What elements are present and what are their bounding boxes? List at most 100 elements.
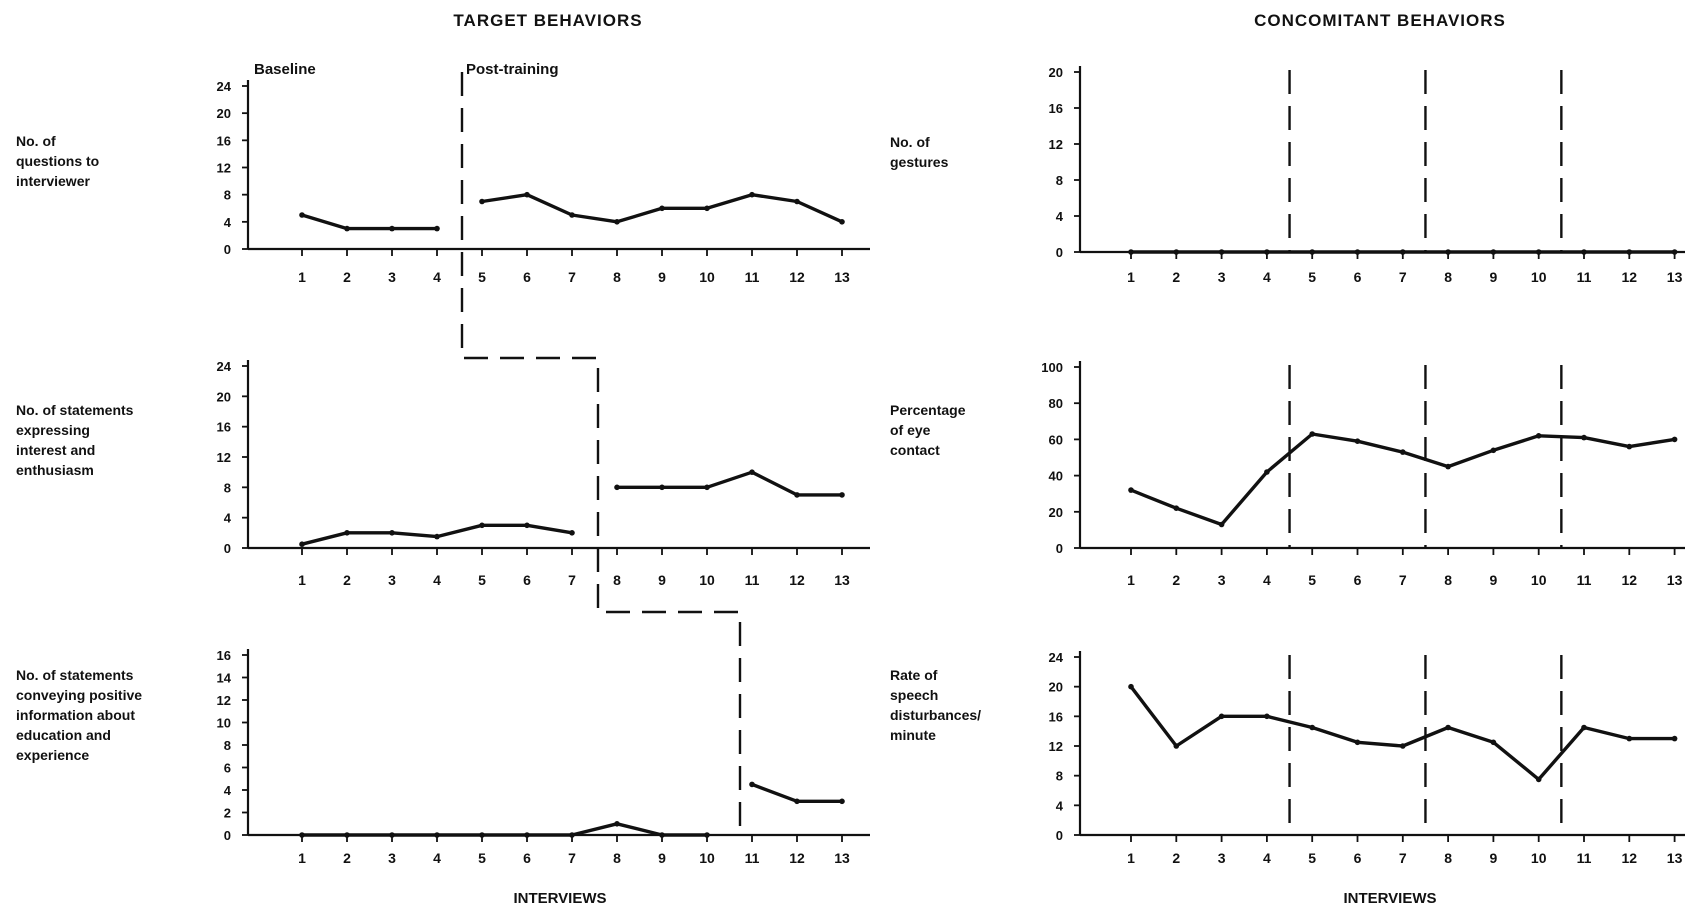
data-point	[1535, 249, 1542, 255]
x-tick-label: 1	[1127, 572, 1135, 588]
y-tick-label: 16	[217, 420, 231, 435]
x-tick-label: 3	[388, 269, 396, 285]
x-tick-label: 11	[1577, 850, 1592, 866]
data-point	[794, 798, 800, 805]
y-axis-label-line: contact	[890, 442, 940, 458]
panel-speech-disturbances: Rate ofspeechdisturbances/minute04812162…	[890, 650, 1685, 907]
y-tick-label: 16	[1049, 709, 1063, 724]
y-axis-label-line: conveying positive	[16, 687, 142, 703]
data-point	[614, 821, 620, 827]
x-tick-label: 7	[1399, 269, 1407, 285]
data-point	[659, 205, 665, 212]
x-tick-label: 10	[699, 850, 715, 866]
data-point	[1309, 431, 1315, 437]
y-axis-label-line: enthusiasm	[16, 462, 94, 478]
data-point	[1671, 735, 1678, 742]
x-tick-label: 9	[1490, 850, 1498, 866]
data-point	[389, 832, 395, 838]
data-point	[1264, 249, 1270, 255]
data-point	[524, 832, 530, 838]
x-tick-label: 1	[1127, 850, 1135, 866]
x-tick-label: 5	[1308, 850, 1316, 866]
data-point	[1535, 776, 1542, 783]
y-axis-label-line: gestures	[890, 154, 949, 170]
data-point	[1445, 249, 1451, 255]
x-tick-label: 7	[1399, 850, 1407, 866]
y-tick-label: 100	[1041, 360, 1063, 375]
x-tick-label: 5	[478, 850, 486, 866]
x-tick-label: 2	[1172, 850, 1180, 866]
y-tick-label: 16	[217, 648, 231, 663]
y-axis-label-line: disturbances/	[890, 707, 981, 723]
x-tick-label: 2	[343, 572, 351, 588]
y-tick-label: 8	[224, 480, 231, 495]
x-tick-label: 4	[433, 850, 441, 866]
data-point	[434, 832, 440, 838]
y-axis-label-line: Percentage	[890, 402, 966, 418]
data-point	[1309, 724, 1315, 731]
x-tick-label: 5	[1308, 269, 1316, 285]
data-point	[1264, 713, 1270, 720]
x-tick-label: 13	[834, 269, 850, 285]
y-tick-label: 12	[1049, 739, 1063, 754]
data-point	[749, 469, 755, 476]
x-tick-label: 2	[1172, 269, 1180, 285]
data-point	[1671, 249, 1678, 255]
x-tick-label: 3	[388, 572, 396, 588]
x-tick-label: 1	[1127, 269, 1135, 285]
data-point	[1128, 683, 1134, 690]
y-tick-label: 0	[224, 242, 231, 257]
data-point	[1218, 249, 1225, 255]
x-tick-label: 8	[613, 850, 621, 866]
x-tick-label: 8	[1444, 572, 1452, 588]
y-tick-label: 6	[224, 761, 231, 776]
y-axis-label-line: education and	[16, 727, 111, 743]
x-tick-label: 1	[298, 269, 306, 285]
x-tick-label: 8	[1444, 269, 1452, 285]
y-tick-label: 0	[224, 828, 231, 843]
data-point	[524, 522, 530, 529]
y-tick-label: 12	[217, 693, 231, 708]
x-tick-label: 12	[1622, 572, 1638, 588]
y-tick-label: 8	[1056, 769, 1063, 784]
y-axis-label-line: No. of statements	[16, 667, 134, 683]
x-tick-label: 2	[343, 850, 351, 866]
data-point	[1671, 436, 1678, 443]
y-tick-label: 20	[1049, 505, 1063, 520]
data-point	[344, 832, 350, 838]
x-tick-label: 11	[745, 850, 760, 866]
y-tick-label: 0	[1056, 541, 1063, 556]
data-point	[659, 832, 665, 838]
data-point	[1309, 249, 1315, 255]
x-tick-label: 1	[298, 850, 306, 866]
left-column-title: TARGET BEHAVIORS	[453, 11, 642, 30]
data-point	[1173, 505, 1180, 512]
x-tick-label: 9	[658, 269, 666, 285]
data-point	[1400, 743, 1406, 749]
data-point	[524, 191, 530, 198]
data-point	[614, 219, 620, 225]
x-tick-label: 1	[298, 572, 306, 588]
x-tick-label: 13	[1667, 850, 1683, 866]
x-tick-label: 4	[433, 269, 441, 285]
y-axis-label-line: questions to	[16, 153, 99, 169]
staggered-phase-change-line	[460, 72, 742, 835]
data-point	[1445, 724, 1451, 731]
data-point	[839, 798, 845, 805]
x-tick-label: 11	[1577, 269, 1592, 285]
data-point	[1264, 469, 1270, 475]
x-tick-label: 10	[1531, 572, 1547, 588]
y-tick-label: 4	[1056, 798, 1064, 813]
x-tick-label: 13	[834, 572, 850, 588]
y-tick-label: 4	[224, 215, 232, 230]
y-axis-label-line: No. of	[890, 134, 930, 150]
y-tick-label: 24	[217, 359, 232, 374]
x-tick-label: 11	[1577, 572, 1592, 588]
y-axis-label-line: expressing	[16, 422, 90, 438]
data-point	[1626, 735, 1633, 742]
x-tick-label: 13	[1667, 572, 1683, 588]
x-tick-label: 7	[568, 572, 576, 588]
y-tick-label: 4	[224, 783, 232, 798]
x-tick-label: 9	[1490, 269, 1498, 285]
